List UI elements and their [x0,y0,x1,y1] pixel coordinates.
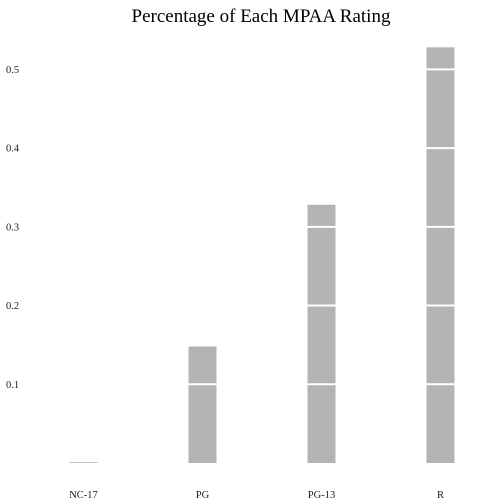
x-tick-label: NC-17 [69,490,98,501]
x-tick-label: R [437,490,444,501]
chart-title: Percentage of Each MPAA Rating [132,6,391,27]
x-axis-ticks: NC-17 PG PG-13 R [69,490,444,501]
bar-nc-17 [69,462,98,463]
bar-pg-13 [307,204,336,464]
bars-group [69,47,455,464]
gridlines-group [188,68,455,386]
y-tick-label: 0.3 [6,222,19,233]
x-tick-label: PG-13 [308,490,335,501]
y-tick-label: 0.5 [6,65,19,76]
bar-pg [188,346,217,463]
y-tick-label: 0.1 [6,380,19,391]
x-tick-label: PG [196,490,210,501]
y-tick-label: 0.4 [6,144,20,155]
bar-r [426,47,455,463]
y-tick-label: 0.2 [6,301,19,312]
y-axis-ticks: 0.1 0.2 0.3 0.4 0.5 [6,65,20,391]
